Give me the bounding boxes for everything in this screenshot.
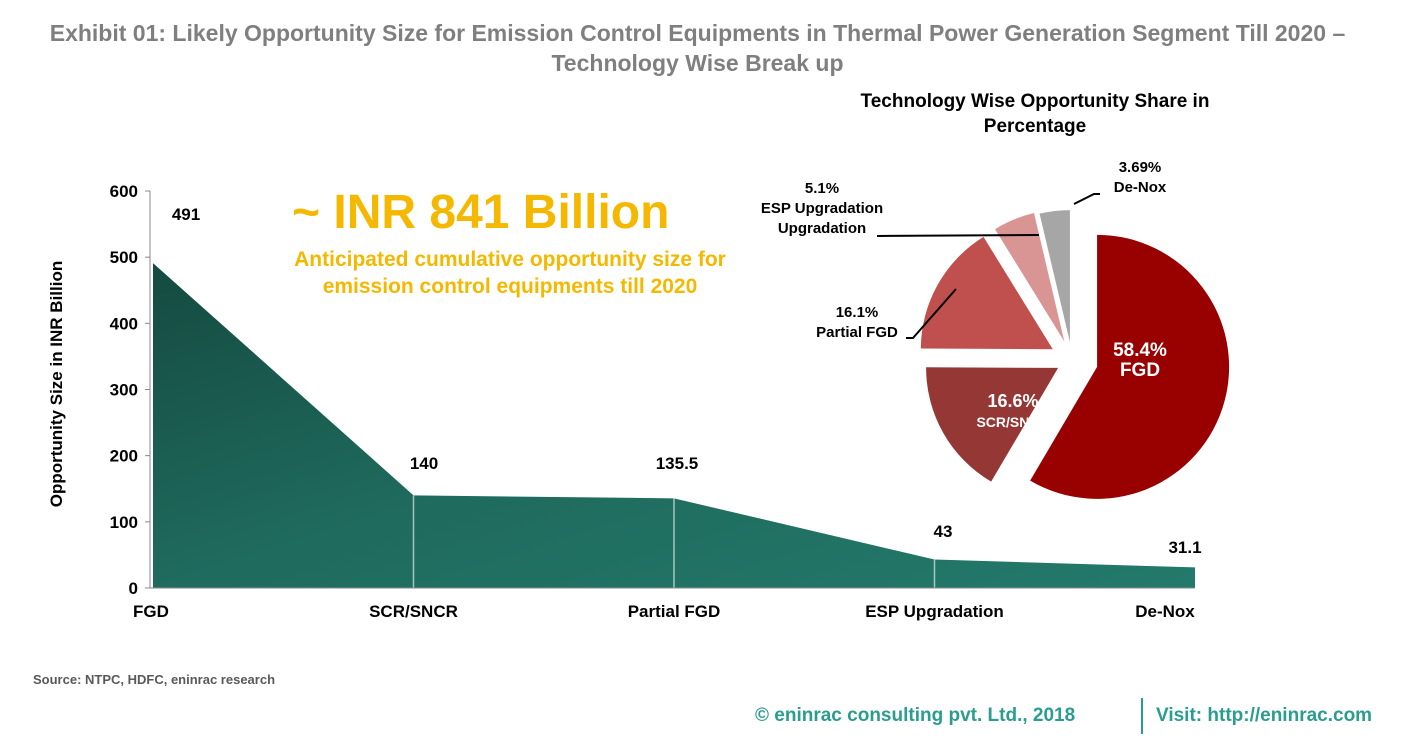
pie-label: 16.6% (987, 391, 1038, 411)
pie-slice (1039, 210, 1070, 343)
data-label: 135.5 (656, 454, 699, 473)
y-tick-label: 400 (110, 314, 138, 333)
x-tick-label: De-Nox (1135, 602, 1195, 621)
leader-line (1073, 193, 1100, 205)
leader-line (906, 288, 957, 339)
pie-label: FGD (1120, 360, 1160, 381)
pie-label: Upgradation (778, 220, 866, 237)
data-label: 31.1 (1168, 538, 1201, 557)
pie-label: 5.1% (805, 180, 839, 197)
pie-slice (1030, 234, 1230, 499)
x-tick-label: SCR/SNCR (369, 602, 458, 621)
pie-label: SCR/SNCR (976, 414, 1049, 430)
pie-slice (995, 213, 1065, 342)
pie-label: 3.69% (1119, 159, 1162, 176)
footer-divider (1141, 698, 1143, 734)
visit-link[interactable]: Visit: http://eninrac.com (1156, 705, 1373, 726)
pie-slice (920, 236, 1053, 350)
y-tick-label: 600 (110, 182, 138, 201)
leader-line (876, 234, 1040, 237)
data-label: 140 (410, 454, 438, 473)
y-tick-label: 300 (110, 381, 138, 400)
pie-title: Technology Wise Opportunity Share in Per… (860, 91, 1210, 137)
pie-label: 58.4% (1113, 340, 1167, 361)
source-note: Source: NTPC, HDFC, eninrac research (33, 672, 276, 687)
pie-label: Partial FGD (816, 324, 898, 341)
chart-title: Exhibit 01: Likely Opportunity Size for … (49, 20, 1346, 76)
copyright: © eninrac consulting pvt. Ltd., 2018 (755, 705, 1076, 726)
x-tick-label: Partial FGD (628, 602, 721, 621)
data-label: 43 (934, 522, 953, 541)
pie-label: ESP Upgradation (761, 200, 883, 217)
y-tick-label: 0 (129, 579, 138, 598)
y-tick-label: 100 (110, 513, 138, 532)
x-tick-label: ESP Upgradation (865, 602, 1004, 621)
x-tick-label: FGD (133, 602, 169, 621)
pie-slice (926, 367, 1059, 482)
y-tick-label: 500 (110, 248, 138, 267)
y-tick-label: 200 (110, 447, 138, 466)
headline-subtext: Anticipated cumulative opportunity size … (294, 248, 726, 298)
pie-label: 16.1% (836, 304, 879, 321)
headline-total: ~ INR 841 Billion (292, 186, 670, 239)
y-axis-label: Opportunity Size in INR Billion (47, 261, 66, 508)
pie-label: De-Nox (1114, 179, 1167, 196)
data-label: 491 (172, 205, 200, 224)
